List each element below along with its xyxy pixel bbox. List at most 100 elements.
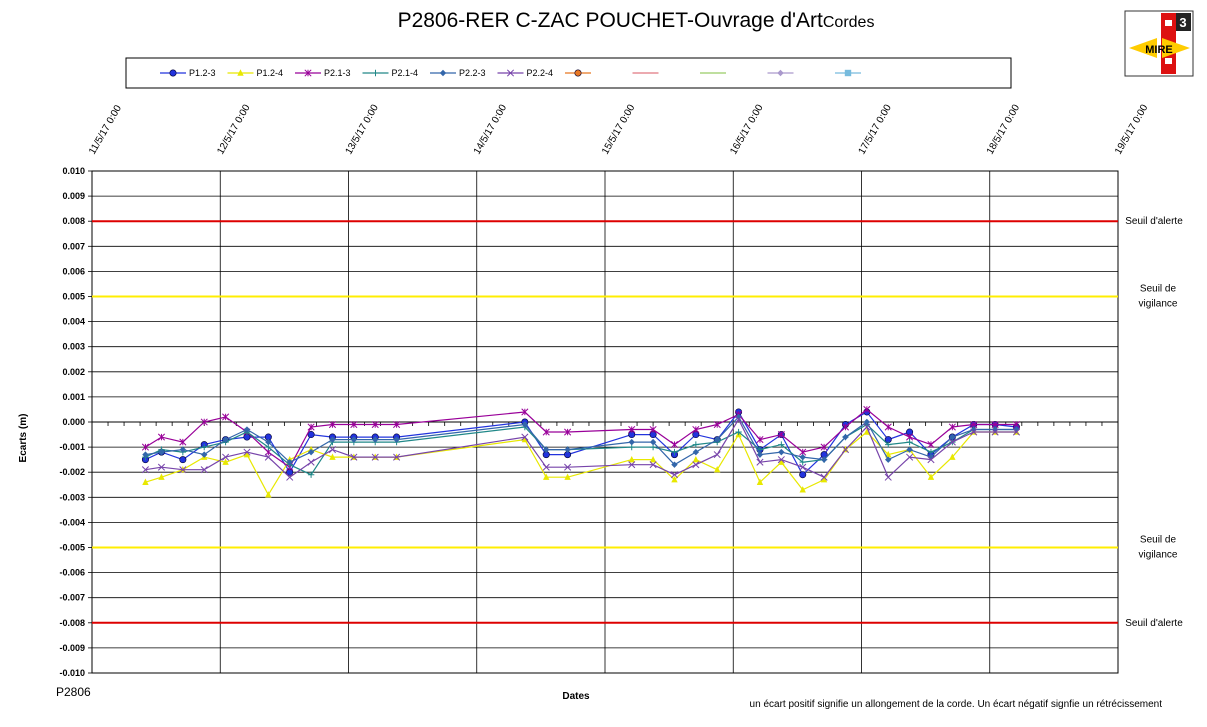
legend-label: P2.1-4: [392, 68, 419, 78]
data-point: [778, 448, 785, 456]
data-point: [307, 458, 315, 466]
legend-items: P1.2-3 P1.2-4 P2.1-3 P2.1-4 P2.2-3 P2.2-4: [160, 68, 861, 78]
logo-badge-text: 3: [1179, 15, 1186, 30]
data-point: [521, 433, 529, 441]
data-point: [141, 466, 149, 474]
data-point: [158, 473, 165, 480]
data-point: [799, 453, 806, 461]
data-point: [735, 415, 743, 424]
logo-text: MIRE: [1145, 44, 1173, 56]
y-tick-label: -0.005: [59, 543, 85, 553]
data-point: [756, 436, 764, 444]
series-P2.2-3: [142, 413, 1020, 468]
data-point: [564, 463, 572, 471]
data-point: [649, 461, 657, 469]
data-point: [222, 436, 229, 443]
y-tick-label: 0.006: [62, 266, 85, 276]
data-point: [799, 471, 807, 479]
data-point: [841, 446, 850, 454]
data-point: [970, 428, 978, 436]
legend-entry: P2.1-4: [362, 68, 419, 78]
plot-area: [88, 170, 1119, 674]
data-point: [521, 435, 529, 443]
data-point: [543, 446, 550, 453]
data-point: [927, 473, 935, 480]
data-point: [328, 446, 337, 454]
y-axis-title: Ecarts (m): [18, 414, 29, 463]
data-point: [371, 420, 379, 429]
legend-label: P2.1-3: [324, 68, 351, 78]
data-point: [649, 455, 657, 463]
data-point: [714, 465, 721, 473]
threshold-label: vigilance: [1139, 299, 1178, 310]
data-point: [542, 428, 550, 436]
data-point: [906, 446, 913, 453]
data-point: [863, 405, 871, 414]
data-point: [543, 473, 550, 480]
y-tick-label: 0.001: [62, 392, 85, 402]
series-P2.2-4: [141, 415, 1021, 481]
y-tick-label: -0.007: [59, 593, 85, 603]
data-point: [884, 473, 892, 481]
data-point: [329, 453, 336, 460]
data-point: [927, 456, 935, 464]
chart-title-suffix: Cordes: [823, 14, 875, 31]
y-tick-label: 0.005: [62, 292, 85, 302]
data-point: [393, 453, 401, 461]
y-tick-label: -0.001: [59, 442, 85, 452]
data-point: [799, 463, 807, 471]
data-point: [671, 448, 678, 456]
threshold-label: Seuil de: [1140, 535, 1177, 546]
data-point: [671, 461, 678, 468]
data-point: [756, 478, 764, 485]
y-tick-label: 0.010: [62, 166, 85, 176]
data-point: [649, 425, 657, 434]
legend-label: P2.2-3: [459, 68, 486, 78]
data-point: [243, 450, 251, 458]
data-point: [307, 471, 315, 478]
data-point: [372, 436, 379, 443]
legend-swatch-marker: [304, 69, 312, 77]
y-tick-label: -0.003: [59, 492, 85, 502]
data-point: [222, 413, 230, 421]
data-point: [692, 448, 700, 456]
legend-swatch-marker: [169, 69, 177, 77]
y-tick-label: -0.004: [59, 517, 85, 527]
data-point: [885, 456, 892, 463]
data-point: [692, 425, 700, 434]
data-point: [948, 423, 956, 431]
y-tick-label: 0.008: [62, 216, 85, 226]
data-point: [948, 438, 956, 446]
legend-entry: [835, 69, 861, 77]
data-point: [564, 446, 571, 453]
data-point: [328, 420, 337, 429]
legend-entry: [565, 69, 591, 77]
data-point: [841, 423, 850, 431]
data-point: [820, 456, 828, 463]
legend-swatch-marker: [777, 69, 784, 77]
legend-entry: P1.2-4: [227, 68, 283, 78]
data-point: [927, 441, 935, 449]
data-point: [200, 418, 208, 426]
data-point: [564, 428, 572, 436]
y-tick-label: -0.008: [59, 618, 85, 628]
threshold-label: Seuil d'alerte: [1125, 618, 1183, 629]
y-tick-label: 0.007: [62, 241, 85, 251]
data-point: [670, 441, 679, 449]
y-tick-label: 0.009: [62, 191, 85, 201]
legend-entry: P2.1-3: [295, 68, 351, 78]
chart-title: P2806-RER C-ZAC POUCHET-Ouvrage d'ArtCor…: [398, 9, 875, 32]
legend-label: P1.2-3: [189, 68, 216, 78]
data-point: [692, 455, 700, 463]
data-point: [1012, 428, 1021, 436]
data-point: [371, 453, 379, 461]
legend-swatch-marker: [506, 69, 515, 77]
data-point: [820, 473, 828, 481]
y-tick-label: -0.006: [59, 568, 85, 578]
data-point: [350, 436, 358, 443]
data-point: [628, 455, 635, 463]
data-point: [777, 456, 785, 464]
data-point: [842, 433, 849, 441]
legend-swatch-marker: [237, 69, 244, 76]
threshold-label: Seuil d'alerte: [1125, 216, 1183, 227]
